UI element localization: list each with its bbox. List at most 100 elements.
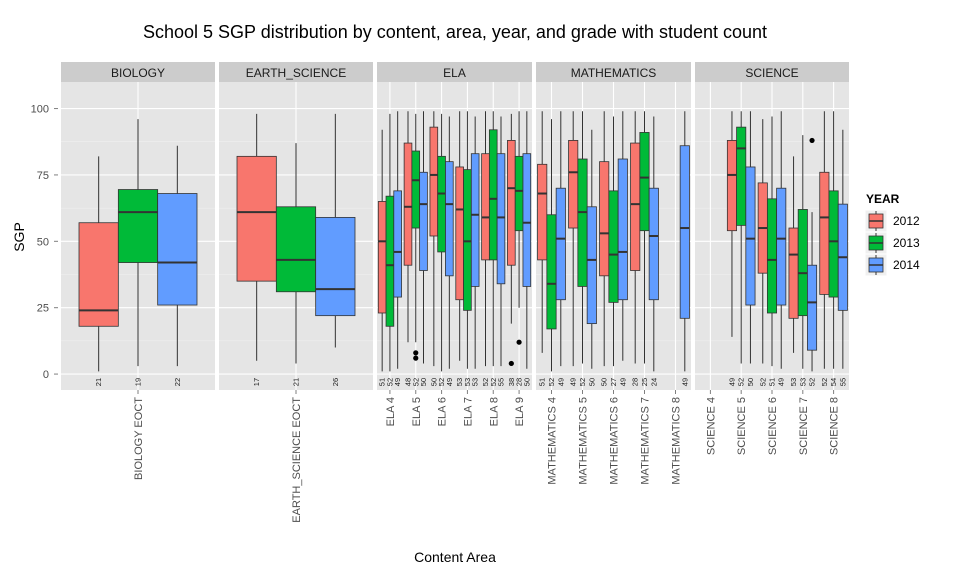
box-mathematics-6-2014: 49 bbox=[617, 111, 628, 386]
box-iqr bbox=[403, 142, 413, 266]
box-iqr bbox=[496, 153, 506, 285]
box-mathematics-4-2012: 51 bbox=[537, 111, 548, 386]
box-iqr bbox=[766, 198, 778, 314]
box-iqr bbox=[639, 132, 650, 232]
box-ela-9-2014: 50 bbox=[522, 111, 531, 386]
outlier-point bbox=[516, 339, 522, 345]
student-count-label: 53 bbox=[471, 378, 480, 386]
box-ela-4-2014: 49 bbox=[393, 111, 402, 386]
y-tick-label: 0 bbox=[43, 369, 49, 381]
student-count-label: 25 bbox=[640, 378, 649, 386]
student-count-label: 49 bbox=[680, 378, 689, 386]
student-count-label: 54 bbox=[829, 378, 838, 386]
x-tick-label-mathematics-5: MATHEMATICS 5 bbox=[578, 397, 590, 485]
student-count-label: 19 bbox=[134, 378, 143, 386]
x-tick-label-ela-4: ELA 4 bbox=[385, 397, 397, 426]
y-tick-label: 75 bbox=[37, 170, 49, 182]
student-count-label: 52 bbox=[437, 378, 446, 386]
student-count-label: 21 bbox=[94, 378, 103, 386]
x-tick-label-science-5: SCIENCE 5 bbox=[736, 397, 748, 455]
student-count-label: 52 bbox=[411, 378, 420, 386]
box-iqr bbox=[648, 187, 659, 301]
box-biology-eoct-2014: 22 bbox=[157, 145, 198, 386]
box-iqr bbox=[568, 140, 579, 229]
student-count-label: 50 bbox=[419, 378, 428, 386]
x-tick-label-science-8: SCIENCE 8 bbox=[829, 397, 841, 455]
y-tick-label: 50 bbox=[37, 236, 49, 248]
box-iqr bbox=[807, 264, 818, 351]
box-iqr bbox=[546, 214, 557, 330]
box-iqr bbox=[470, 153, 480, 287]
student-count-label: 17 bbox=[252, 378, 261, 386]
student-count-label: 24 bbox=[649, 378, 658, 386]
student-count-label: 50 bbox=[746, 378, 755, 386]
box-iqr bbox=[78, 222, 119, 327]
box-iqr bbox=[393, 190, 402, 298]
x-tick-label-science-6: SCIENCE 6 bbox=[767, 397, 779, 455]
x-tick-label-mathematics-6: MATHEMATICS 6 bbox=[609, 397, 621, 485]
x-tick-label-mathematics-7: MATHEMATICS 7 bbox=[640, 397, 652, 485]
box-iqr bbox=[745, 166, 756, 306]
y-axis-title: SGP bbox=[11, 222, 27, 252]
box-iqr bbox=[522, 153, 532, 287]
student-count-label: 52 bbox=[489, 378, 498, 386]
box-iqr bbox=[481, 153, 490, 261]
student-count-label: 53 bbox=[789, 378, 798, 386]
box-iqr bbox=[455, 166, 464, 301]
box-iqr bbox=[315, 217, 356, 317]
x-tick-label-earth-science-eoct: EARTH_SCIENCE EOCT bbox=[291, 397, 303, 523]
student-count-label: 21 bbox=[292, 378, 301, 386]
box-iqr bbox=[577, 158, 588, 287]
student-count-label: 52 bbox=[820, 378, 829, 386]
box-iqr bbox=[377, 201, 387, 314]
box-science-7-2012: 53 bbox=[788, 156, 799, 386]
student-count-label: 55 bbox=[497, 378, 506, 386]
box-iqr bbox=[117, 189, 159, 263]
box-ela-4-2013: 52 bbox=[385, 113, 394, 386]
box-mathematics-7-2014: 24 bbox=[648, 116, 659, 386]
chart-title: School 5 SGP distribution by content, ar… bbox=[143, 22, 767, 42]
facet-label-mathematics: MATHEMATICS bbox=[571, 66, 657, 80]
legend-title: YEAR bbox=[866, 192, 900, 206]
student-count-label: 28 bbox=[631, 378, 640, 386]
box-iqr bbox=[586, 206, 597, 325]
legend-label-2012: 2012 bbox=[893, 214, 920, 228]
student-count-label: 27 bbox=[609, 378, 618, 386]
student-count-label: 26 bbox=[331, 378, 340, 386]
x-tick-label-ela-5: ELA 5 bbox=[411, 397, 423, 426]
student-count-label: 53 bbox=[455, 378, 464, 386]
student-count-label: 52 bbox=[547, 378, 556, 386]
student-count-label: 49 bbox=[727, 378, 736, 386]
box-iqr bbox=[236, 155, 277, 282]
box-iqr bbox=[429, 126, 439, 237]
box-ela-6-2012: 50 bbox=[429, 111, 438, 386]
box-iqr bbox=[599, 161, 610, 277]
student-count-label: 49 bbox=[777, 378, 786, 386]
box-iqr bbox=[275, 206, 317, 293]
outlier-point bbox=[413, 350, 419, 356]
student-count-label: 28 bbox=[515, 378, 524, 386]
facet-strip-ela bbox=[377, 62, 532, 82]
x-tick-label-ela-7: ELA 7 bbox=[462, 397, 474, 426]
box-iqr bbox=[514, 155, 524, 232]
box-earth-science-eoct-2014: 26 bbox=[315, 113, 356, 386]
legend-label-2013: 2013 bbox=[893, 236, 920, 250]
student-count-label: 49 bbox=[445, 378, 454, 386]
box-ela-5-2012: 48 bbox=[404, 111, 413, 386]
facet-label-biology: BIOLOGY bbox=[111, 66, 165, 80]
box-iqr bbox=[788, 227, 799, 319]
box-iqr bbox=[507, 140, 516, 266]
box-ela-9-2012: 38 bbox=[507, 113, 516, 386]
facet-label-science: SCIENCE bbox=[745, 66, 798, 80]
y-tick-label: 25 bbox=[37, 303, 49, 315]
student-count-label: 55 bbox=[838, 378, 847, 386]
x-tick-label-ela-9: ELA 9 bbox=[514, 397, 526, 426]
x-tick-label-mathematics-4: MATHEMATICS 4 bbox=[547, 397, 559, 485]
box-mathematics-5-2014: 50 bbox=[586, 129, 597, 386]
student-count-label: 50 bbox=[600, 378, 609, 386]
box-iqr bbox=[776, 187, 787, 306]
student-count-label: 53 bbox=[798, 378, 807, 386]
box-earth-science-eoct-2012: 17 bbox=[236, 113, 277, 386]
box-science-8-2014: 55 bbox=[837, 129, 848, 386]
